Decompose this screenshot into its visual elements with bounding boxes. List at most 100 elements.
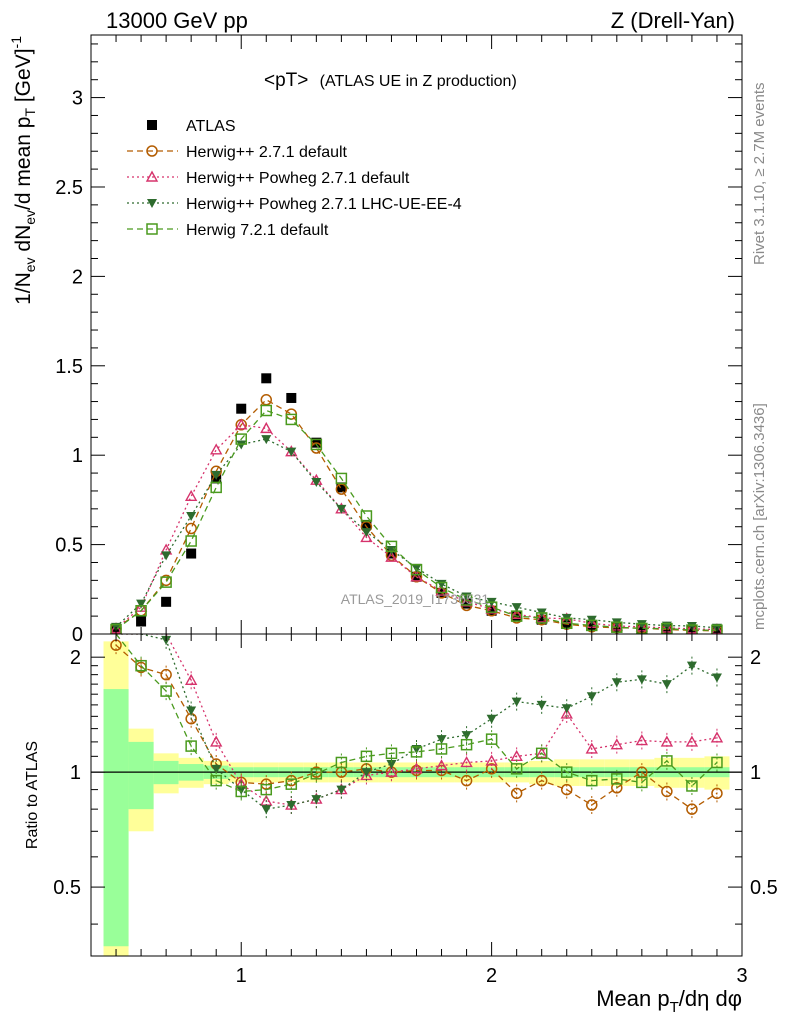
ratio-y-tick-label-right: 2 bbox=[750, 647, 761, 669]
ratio-point-3-8 bbox=[310, 768, 323, 780]
ratio-point-2-16 bbox=[511, 697, 522, 707]
main-y-tick-label: 3 bbox=[72, 88, 83, 110]
ratio-point-3-16 bbox=[510, 763, 523, 775]
main-point-3-10 bbox=[361, 528, 372, 538]
main-point-0-1 bbox=[136, 616, 147, 627]
main-point-4-7 bbox=[285, 413, 298, 426]
legend: ATLAS Herwig++ 2.7.1 default Herwig++ Powh… bbox=[127, 118, 462, 239]
ratio-frame bbox=[90, 633, 743, 957]
ratio-point-0-17 bbox=[535, 774, 548, 787]
x-axis-label: Mean pT/dη dφ bbox=[596, 986, 742, 1016]
main-point-0-3 bbox=[186, 548, 197, 559]
main-y-tick-label: 0.5 bbox=[55, 535, 83, 557]
ratio-point-0-19 bbox=[586, 799, 598, 811]
legend-marker-1 bbox=[146, 145, 158, 157]
ratio-point-2-7 bbox=[286, 801, 297, 811]
ratio-point-1-20 bbox=[610, 738, 623, 750]
main-point-3-8 bbox=[311, 478, 322, 488]
header-process: Z (Drell-Yan) bbox=[611, 8, 735, 33]
ratio-point-0-16 bbox=[510, 787, 523, 800]
ratio-point-2-19 bbox=[586, 692, 597, 702]
main-point-4-24 bbox=[711, 624, 723, 634]
ratio-point-3-1 bbox=[135, 659, 147, 672]
main-point-4-8 bbox=[310, 438, 323, 451]
ratio-point-1-22 bbox=[660, 735, 674, 747]
ratio-point-2-10 bbox=[361, 768, 372, 778]
ratio-point-0-15 bbox=[485, 763, 498, 775]
ratio-point-3-9 bbox=[335, 756, 348, 769]
ratio-point-2-14 bbox=[461, 731, 472, 741]
main-point-2-12 bbox=[410, 570, 423, 582]
main-point-4-15 bbox=[485, 601, 498, 613]
ratio-point-0-2 bbox=[160, 668, 172, 681]
ratio-point-0-24 bbox=[711, 787, 723, 800]
main-point-0-14 bbox=[461, 598, 472, 609]
main-axis-ticks: 0 0.5 1 1.5 2 2.5 3 bbox=[55, 35, 742, 646]
main-point-0-9 bbox=[336, 482, 347, 493]
main-point-3-12 bbox=[411, 563, 422, 573]
ratio-point-3-10 bbox=[360, 750, 373, 763]
main-point-0-7 bbox=[286, 392, 297, 403]
main-point-3-3 bbox=[186, 511, 197, 521]
ratio-point-3-20 bbox=[611, 773, 623, 785]
ratio-point-1-15 bbox=[485, 754, 498, 766]
mcplots-label: mcplots.cern.ch [arXiv:1306.3436] bbox=[751, 403, 768, 630]
ratio-point-2-21 bbox=[636, 675, 647, 685]
analysis-watermark: ATLAS_2019_I1736531 bbox=[341, 591, 490, 607]
main-series-line-2 bbox=[115, 424, 717, 631]
ratio-panel: 0.5 0.5 1 1 2 2 1 2 3 Ratio to ATLAS Mean pT/dη … bbox=[24, 633, 778, 1016]
main-point-4-4 bbox=[210, 481, 222, 494]
ratio-point-1-4 bbox=[210, 735, 223, 747]
ratio-point-3-22 bbox=[661, 755, 673, 767]
ratio-point-3-24 bbox=[711, 756, 723, 769]
ratio-point-2-9 bbox=[336, 785, 347, 795]
ratio-point-1-11 bbox=[385, 765, 398, 777]
ratio-point-3-14 bbox=[460, 738, 473, 751]
ratio-point-3-6 bbox=[260, 783, 273, 796]
main-point-0-2 bbox=[161, 596, 172, 607]
legend-entry-label: Herwig++ Powheg 2.7.1 default bbox=[186, 170, 410, 187]
main-point-4-14 bbox=[460, 594, 473, 606]
main-point-3-1 bbox=[136, 599, 147, 609]
main-point-4-1 bbox=[135, 605, 147, 617]
main-point-4-17 bbox=[535, 612, 548, 624]
main-point-2-5 bbox=[235, 418, 248, 430]
ratio-point-2-20 bbox=[611, 678, 622, 688]
ratio-point-3-19 bbox=[586, 774, 598, 787]
ratio-point-1-13 bbox=[435, 759, 448, 771]
ratio-point-3-21 bbox=[636, 776, 648, 789]
main-point-3-21 bbox=[636, 620, 647, 630]
main-point-2-11 bbox=[385, 550, 398, 562]
plot-title: <pT> (ATLAS UE in Z production) bbox=[264, 70, 517, 91]
main-point-0-6 bbox=[261, 373, 272, 384]
ratio-uncertainty-bands bbox=[91, 641, 742, 956]
ratio-point-0-14 bbox=[460, 774, 473, 787]
ratio-point-2-8 bbox=[311, 795, 322, 805]
main-point-4-11 bbox=[385, 540, 398, 553]
main-point-3-9 bbox=[336, 504, 347, 514]
x-tick-label: 1 bbox=[236, 965, 247, 987]
header-energy: 13000 GeV pp bbox=[106, 8, 248, 33]
main-point-0-15 bbox=[486, 605, 497, 616]
legend-entry-label: ATLAS bbox=[186, 118, 236, 135]
ratio-point-0-23 bbox=[686, 803, 698, 815]
ratio-point-2-11 bbox=[386, 760, 397, 770]
ratio-point-2-5 bbox=[236, 785, 247, 795]
main-point-4-5 bbox=[235, 433, 247, 445]
main-point-4-3 bbox=[185, 535, 197, 547]
main-point-4-23 bbox=[686, 624, 698, 634]
legend-marker-3 bbox=[147, 199, 157, 208]
ratio-y-axis-label: Ratio to ATLAS bbox=[24, 741, 41, 849]
main-point-4-16 bbox=[510, 610, 523, 622]
rivet-version-label: Rivet 3.1.10, ≥ 2.7M events bbox=[751, 83, 768, 266]
ratio-y-tick-label: 2 bbox=[70, 647, 81, 669]
ratio-point-3-7 bbox=[285, 778, 298, 790]
ratio-point-2-24 bbox=[711, 673, 722, 683]
main-point-4-9 bbox=[335, 472, 348, 485]
ratio-point-3-5 bbox=[235, 785, 247, 798]
main-point-4-6 bbox=[260, 404, 273, 417]
main-point-4-0 bbox=[110, 623, 122, 634]
ratio-point-2-23 bbox=[686, 661, 697, 671]
main-point-1-6 bbox=[260, 394, 273, 406]
ratio-point-3-13 bbox=[435, 743, 448, 755]
